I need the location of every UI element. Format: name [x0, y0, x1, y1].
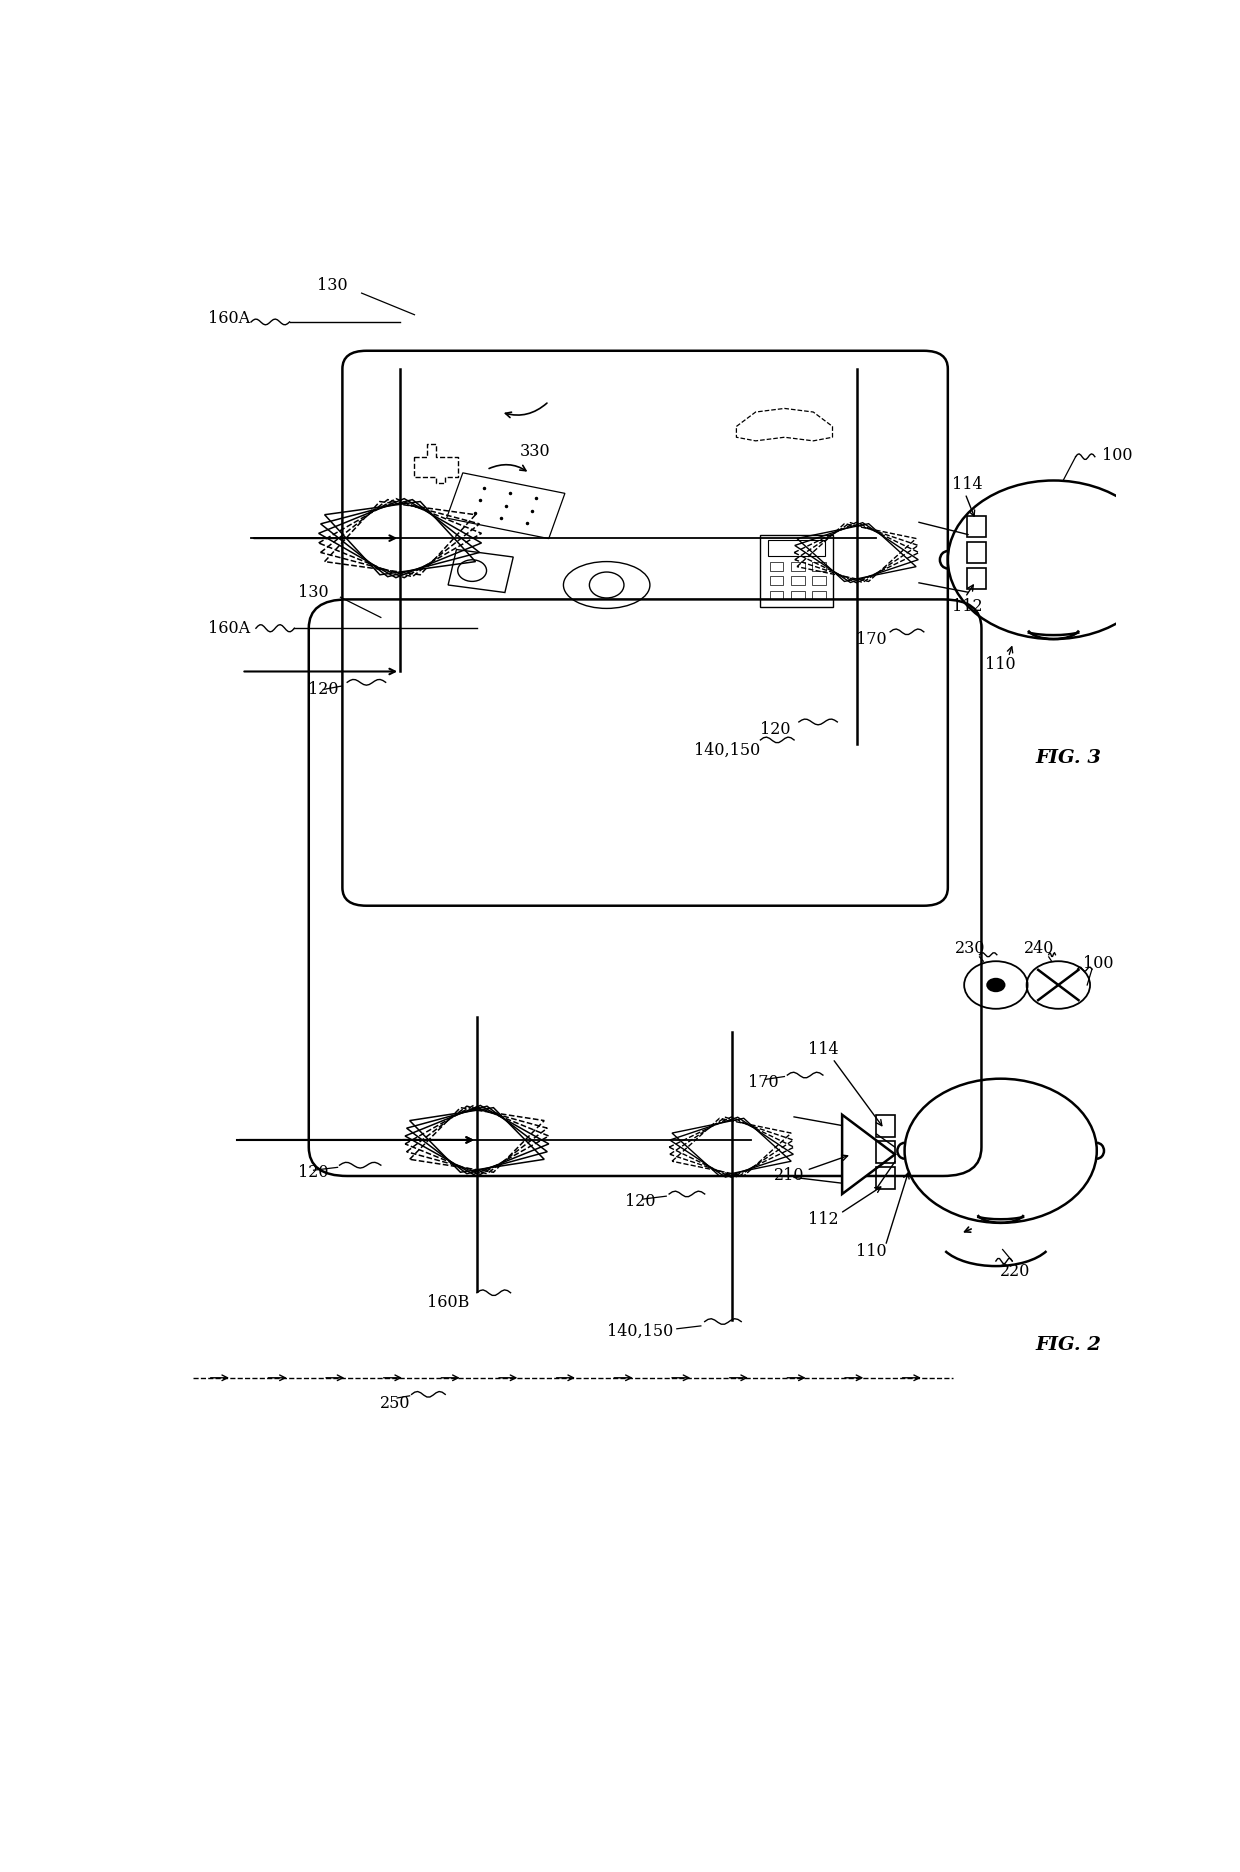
- Bar: [770, 592, 784, 599]
- Bar: [791, 592, 805, 599]
- Text: 100: 100: [1084, 955, 1114, 972]
- Text: 120: 120: [299, 1164, 329, 1181]
- Text: 120: 120: [308, 681, 339, 698]
- Bar: [448, 550, 513, 593]
- Bar: [875, 1142, 895, 1163]
- Text: 120: 120: [625, 1192, 656, 1209]
- Text: 140,150: 140,150: [693, 743, 760, 760]
- Text: 160A: 160A: [208, 620, 250, 636]
- Text: 140,150: 140,150: [608, 1322, 673, 1340]
- Text: 160B: 160B: [427, 1294, 469, 1310]
- Text: 112: 112: [807, 1211, 838, 1228]
- Text: 330: 330: [520, 444, 549, 461]
- Bar: [760, 535, 832, 607]
- Bar: [875, 1116, 895, 1136]
- Bar: [967, 567, 986, 590]
- Polygon shape: [842, 1114, 895, 1194]
- Text: 130: 130: [299, 584, 329, 601]
- Bar: [791, 577, 805, 584]
- Text: 170: 170: [856, 631, 887, 648]
- Text: 160A: 160A: [208, 311, 250, 328]
- Bar: [812, 592, 826, 599]
- Bar: [967, 541, 986, 563]
- Text: 250: 250: [379, 1395, 410, 1411]
- Text: 114: 114: [952, 475, 982, 492]
- Text: 220: 220: [999, 1262, 1030, 1280]
- Text: 210: 210: [774, 1168, 805, 1185]
- Text: 240: 240: [1024, 940, 1054, 957]
- Bar: [770, 562, 784, 571]
- Text: FIG. 3: FIG. 3: [1035, 749, 1101, 768]
- Text: 120: 120: [760, 721, 790, 738]
- Text: 130: 130: [317, 277, 348, 294]
- Text: FIG. 2: FIG. 2: [1035, 1337, 1101, 1353]
- Circle shape: [986, 977, 1006, 992]
- Bar: [967, 517, 986, 537]
- Text: 170: 170: [748, 1075, 779, 1091]
- Text: 110: 110: [856, 1243, 887, 1260]
- Text: 112: 112: [952, 599, 982, 616]
- Text: 114: 114: [807, 1041, 838, 1058]
- Text: 230: 230: [955, 940, 985, 957]
- Bar: [791, 562, 805, 571]
- Bar: [812, 562, 826, 571]
- Bar: [768, 541, 825, 556]
- Bar: [875, 1168, 895, 1189]
- Text: 110: 110: [986, 655, 1016, 672]
- Text: 100: 100: [1101, 447, 1132, 464]
- Bar: [812, 577, 826, 584]
- Bar: [770, 577, 784, 584]
